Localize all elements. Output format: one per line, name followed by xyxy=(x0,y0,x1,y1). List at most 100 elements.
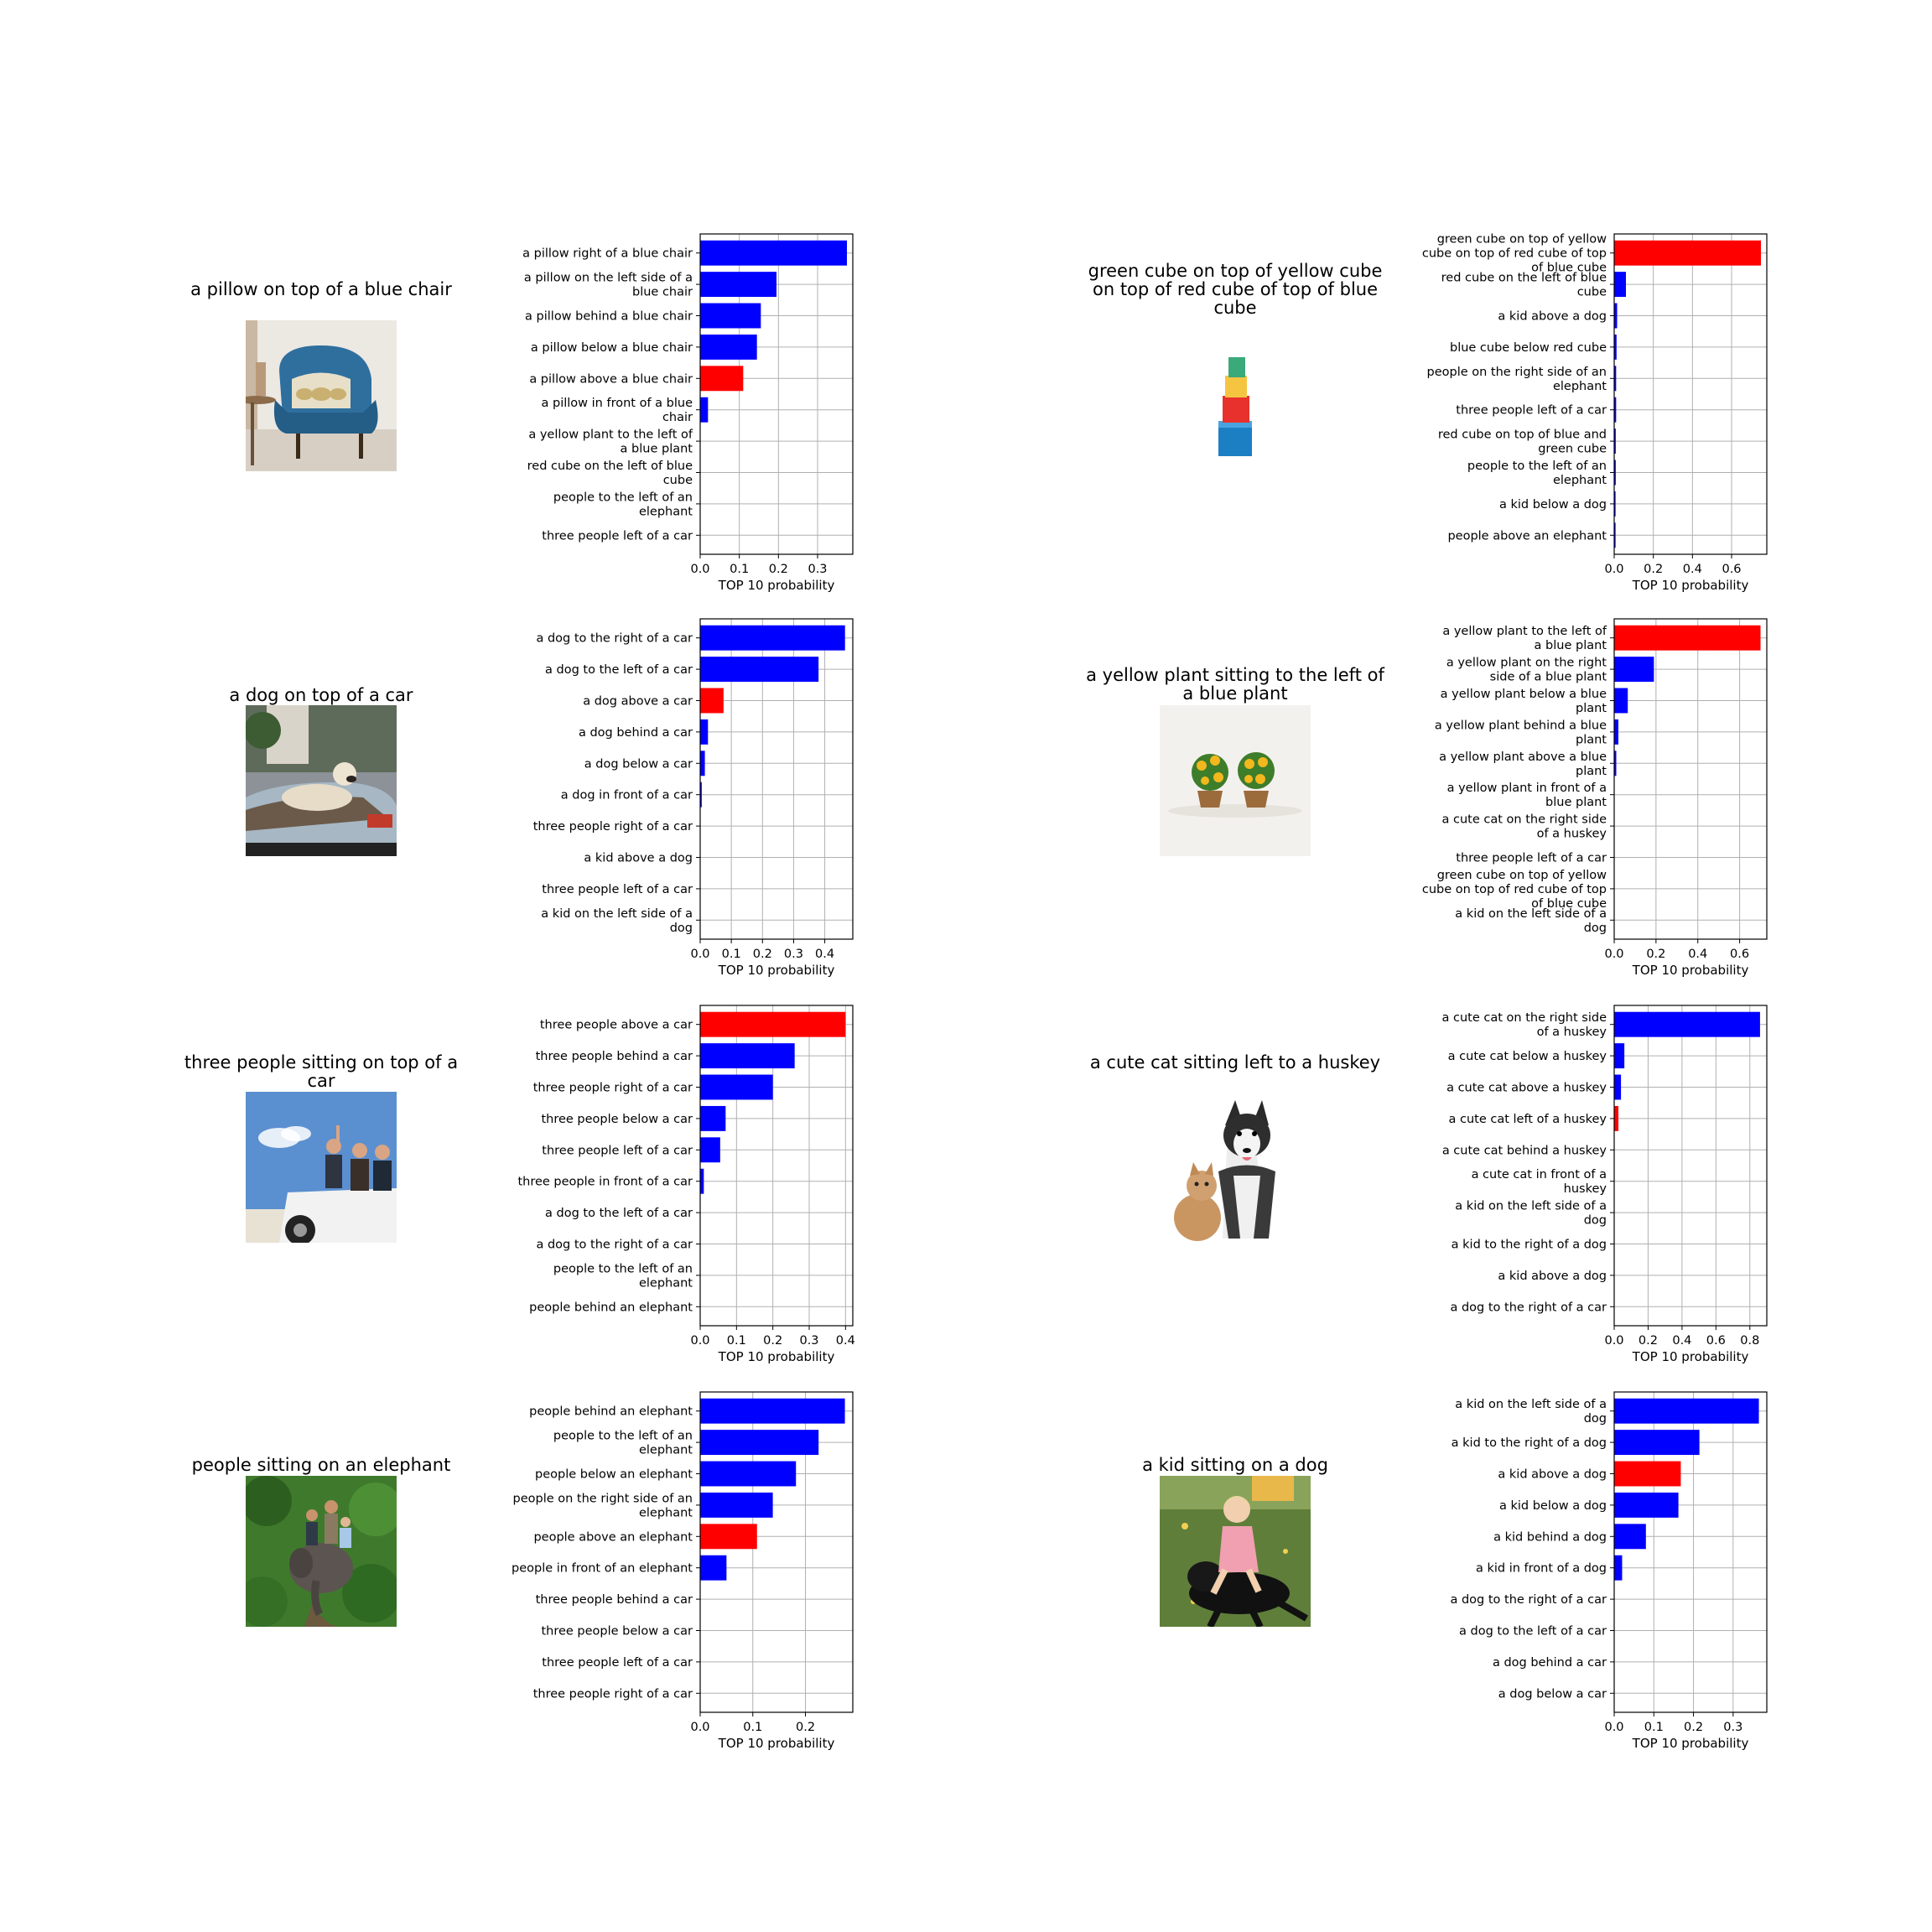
y-tick-label: red cube on the left of blue cube xyxy=(527,460,693,487)
bar xyxy=(700,272,776,298)
bar xyxy=(700,1137,720,1163)
bar xyxy=(1614,491,1616,517)
x-tick-label: 0.3 xyxy=(799,1334,818,1348)
x-tick-label: 0.2 xyxy=(769,563,788,576)
y-tick-label: people to the left of an elephant xyxy=(553,1430,693,1457)
bar xyxy=(1614,1074,1622,1100)
image-caption: three people sitting on top of a car xyxy=(184,1052,459,1091)
bar xyxy=(1614,1105,1619,1131)
y-tick-label: green cube on top of yellow cube on top o… xyxy=(1422,233,1607,275)
x-tick-label: 0.0 xyxy=(690,1721,709,1734)
x-axis-label: TOP 10 probability xyxy=(1632,578,1749,593)
people-on-car-photo xyxy=(246,1092,397,1243)
kid-on-dog-photo xyxy=(1160,1476,1311,1627)
image-caption: people sitting on an elephant xyxy=(191,1455,451,1475)
x-axis-label: TOP 10 probability xyxy=(1632,963,1749,978)
y-tick-label: a yellow plant to the left of a blue plan… xyxy=(1442,625,1607,652)
x-axis-label: TOP 10 probability xyxy=(718,578,835,593)
y-tick-label: a dog to the right of a car xyxy=(536,632,693,646)
bar xyxy=(1614,460,1616,486)
stacked-cubes-photo xyxy=(1160,320,1311,471)
bar-chart: a cute cat on the right side of a huskey a… xyxy=(1442,1005,1768,1364)
image-caption: a pillow on top of a blue chair xyxy=(190,279,452,299)
bar xyxy=(700,782,702,808)
y-tick-label: a pillow right of a blue chair xyxy=(522,247,693,261)
y-tick-label: three people left of a car xyxy=(542,1144,693,1157)
image-caption: a cute cat sitting left to a huskey xyxy=(1089,1052,1381,1072)
axes-frame xyxy=(1613,618,1768,940)
y-tick-label: a kid above a dog xyxy=(1498,1270,1607,1283)
y-tick-label: three people left of a car xyxy=(542,1656,693,1670)
x-axis-label: TOP 10 probability xyxy=(718,1349,835,1364)
bar-chart: three people above a car three people beh… xyxy=(517,1005,855,1364)
x-tick-label: 0.1 xyxy=(743,1721,762,1734)
y-tick-label: three people above a car xyxy=(540,1019,693,1032)
x-tick-label: 0.4 xyxy=(1672,1334,1691,1348)
x-tick-label: 0.1 xyxy=(727,1334,746,1348)
x-tick-label: 0.3 xyxy=(808,563,827,576)
bar xyxy=(700,1524,757,1550)
bar xyxy=(700,1168,704,1194)
x-tick-label: 0.2 xyxy=(753,948,772,961)
bar-chart: green cube on top of yellow cube on top o… xyxy=(1422,233,1768,593)
bar xyxy=(1614,1398,1759,1424)
y-tick-label: a pillow in front of a blue chair xyxy=(542,397,693,424)
y-tick-label: three people right of a car xyxy=(533,1687,693,1701)
y-tick-label: people to the left of an elephant xyxy=(553,1262,693,1290)
bar xyxy=(700,1430,819,1456)
y-tick-label: three people left of a car xyxy=(542,529,693,543)
y-tick-label: a cute cat behind a huskey xyxy=(1442,1144,1607,1157)
bar xyxy=(1614,366,1617,392)
bar xyxy=(1614,397,1617,423)
y-tick-label: a dog in front of a car xyxy=(561,789,693,802)
bar xyxy=(700,397,709,423)
y-tick-label: a kid on the left side of a dog xyxy=(1455,1200,1607,1228)
x-tick-label: 0.0 xyxy=(690,1334,709,1348)
y-tick-label: a dog below a car xyxy=(584,757,693,771)
y-tick-label: a dog behind a car xyxy=(579,726,693,740)
bar xyxy=(1614,719,1618,745)
image-caption: green cube on top of yellow cube on top … xyxy=(1088,261,1383,318)
y-tick-label: a pillow behind a blue chair xyxy=(525,310,693,324)
bar xyxy=(700,1074,773,1100)
bar-chart: a kid on the left side of a dog a kid to t… xyxy=(1450,1391,1768,1751)
y-tick-label: a pillow below a blue chair xyxy=(531,341,693,355)
bar xyxy=(700,1461,797,1487)
y-tick-label: a kid on the left side of a dog xyxy=(1455,907,1607,935)
x-axis-label: TOP 10 probability xyxy=(1632,1349,1749,1364)
bar xyxy=(700,1011,846,1037)
y-tick-label: a yellow plant in front of a blue plant xyxy=(1447,782,1607,809)
x-tick-label: 0.2 xyxy=(1646,948,1665,961)
bar xyxy=(1614,334,1617,360)
bar xyxy=(700,240,847,266)
x-axis-label: TOP 10 probability xyxy=(1632,1736,1749,1751)
bar xyxy=(700,750,705,776)
y-tick-label: three people right of a car xyxy=(533,820,693,834)
x-tick-label: 0.4 xyxy=(1683,563,1702,576)
y-tick-label: a kid to the right of a dog xyxy=(1452,1239,1607,1252)
bar xyxy=(700,334,757,360)
axes-frame xyxy=(1613,1005,1768,1327)
x-tick-label: 0.4 xyxy=(815,948,834,961)
bar xyxy=(700,657,819,683)
y-tick-label: people above an elephant xyxy=(533,1530,693,1544)
y-tick-label: a dog to the right of a car xyxy=(536,1239,693,1252)
y-tick-label: a cute cat below a huskey xyxy=(1448,1050,1607,1063)
cat-and-husky-photo xyxy=(1160,1092,1311,1243)
y-tick-label: people behind an elephant xyxy=(529,1405,693,1419)
x-tick-label: 0.2 xyxy=(1684,1721,1703,1734)
y-tick-label: three people left of a car xyxy=(1456,404,1607,418)
y-tick-label: people in front of an elephant xyxy=(512,1562,693,1576)
bar xyxy=(1614,272,1626,298)
y-tick-label: three people left of a car xyxy=(542,883,693,896)
x-tick-label: 0.2 xyxy=(796,1721,815,1734)
image-caption: a dog on top of a car xyxy=(229,685,413,705)
x-tick-label: 0.0 xyxy=(690,948,709,961)
bar xyxy=(700,366,744,392)
y-tick-label: three people right of a car xyxy=(533,1082,693,1095)
x-tick-label: 0.0 xyxy=(1604,1334,1623,1348)
y-tick-label: a cute cat on the right side of a huskey xyxy=(1442,1011,1607,1039)
y-tick-label: people behind an elephant xyxy=(529,1301,693,1314)
axes-frame xyxy=(1613,1391,1768,1713)
bar xyxy=(1614,1555,1623,1581)
